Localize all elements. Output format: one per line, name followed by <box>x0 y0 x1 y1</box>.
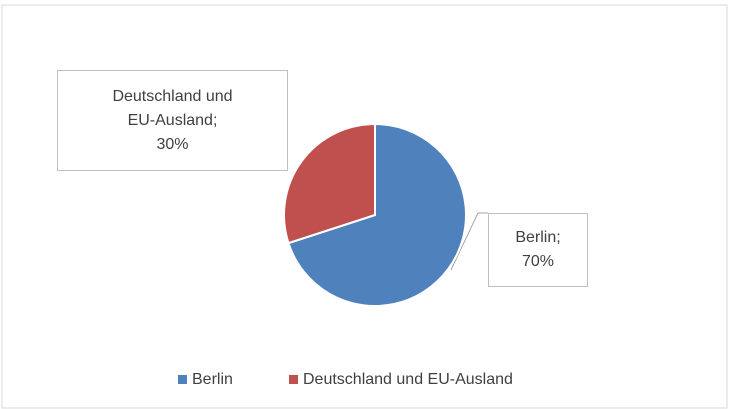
data-label: Deutschland und EU-Ausland; 30% <box>57 70 288 171</box>
pie-slice <box>287 122 467 307</box>
leader-line <box>450 212 488 271</box>
data-label: Berlin; 70% <box>488 213 588 287</box>
legend-label: Deutschland und EU-Ausland <box>303 371 513 388</box>
pie-slice <box>283 122 376 245</box>
chart-border <box>1 4 728 409</box>
legend-swatch <box>289 375 298 384</box>
legend-label: Berlin <box>192 371 233 388</box>
legend-swatch <box>178 375 187 384</box>
